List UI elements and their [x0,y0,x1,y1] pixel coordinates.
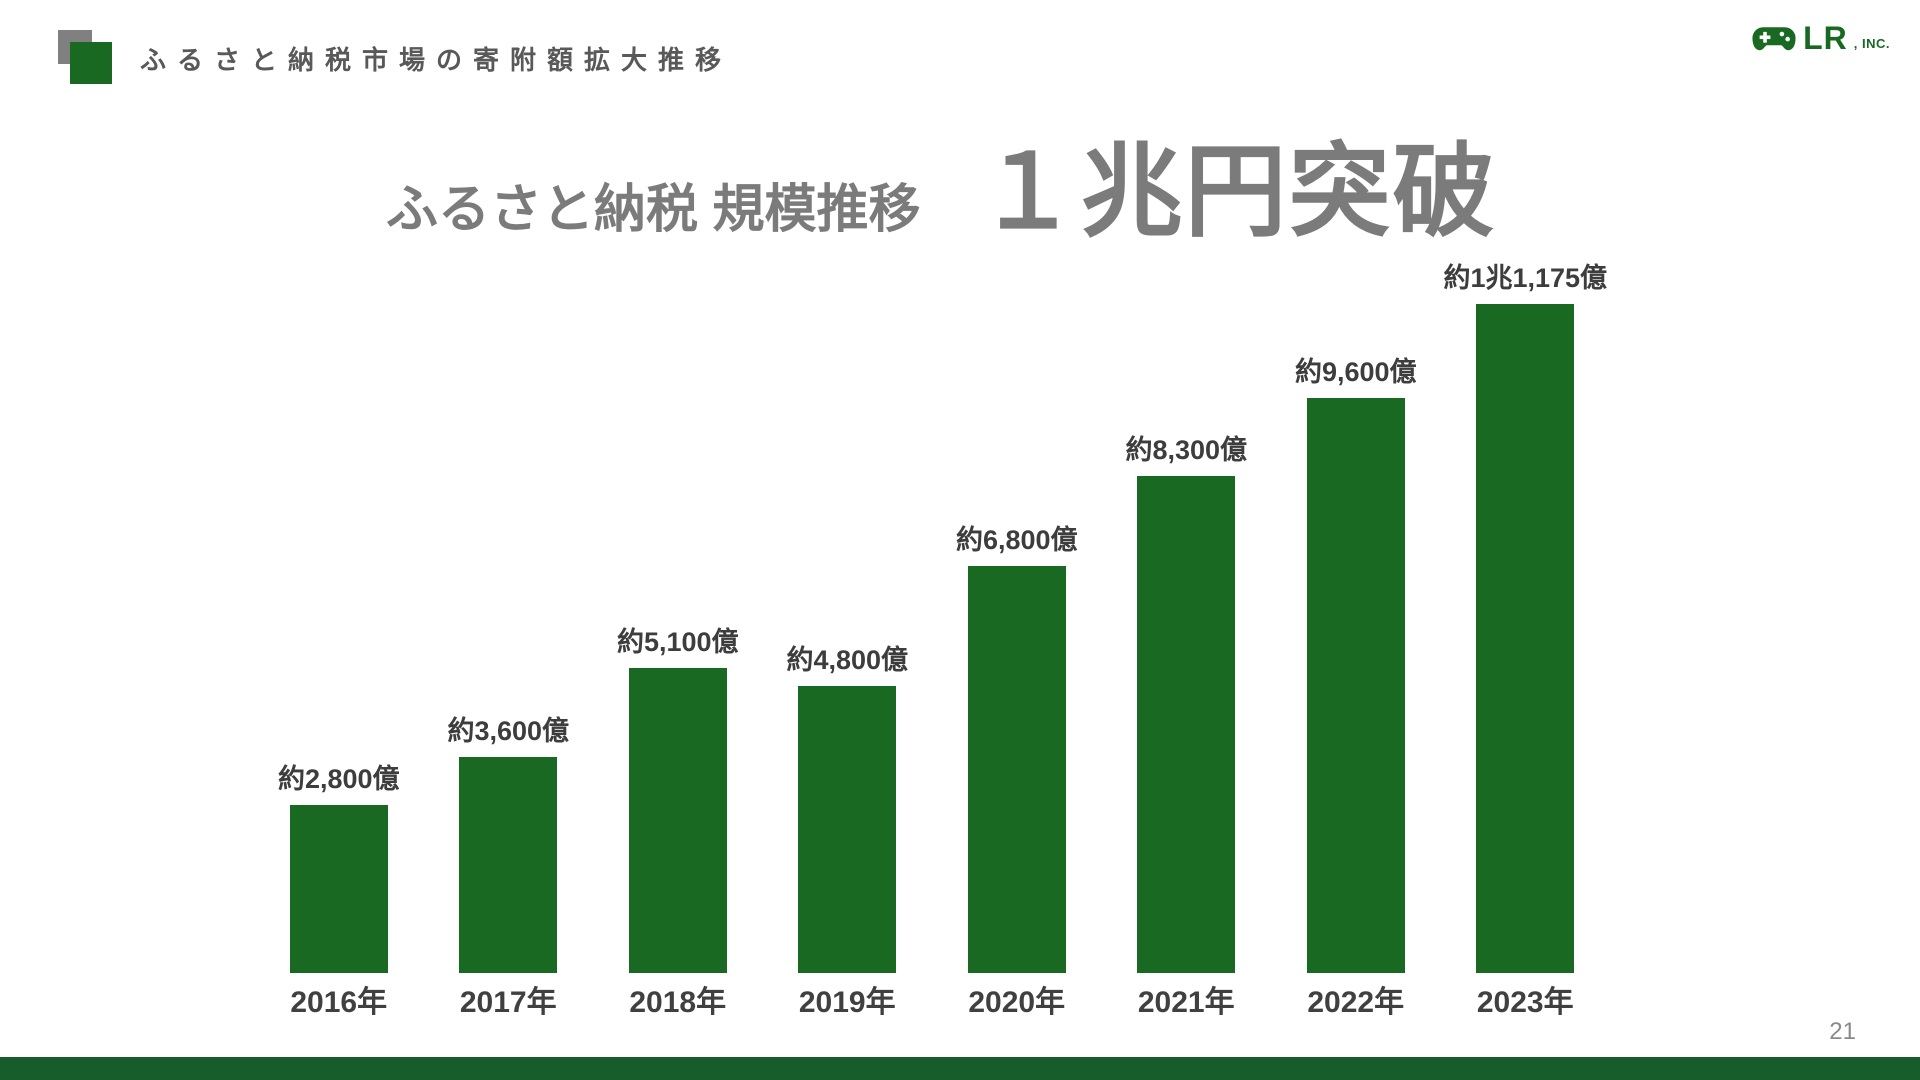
bar-year-label: 2021年 [1137,986,1235,1019]
bar [798,686,897,973]
header-square-icon [58,30,114,86]
slide-title-highlight: １兆円突破 [976,135,1497,249]
bar [1476,304,1575,973]
bar [459,757,558,973]
bar-year-label: 2020年 [968,986,1066,1019]
bar-year-label: 2017年 [459,986,557,1019]
bar-value-label: 約3,600億 [447,715,570,746]
logo-suffix-text: , INC. [1853,36,1890,51]
header-title: ふるさと納税市場の寄附額拡大推移 [140,44,733,75]
bar [628,668,727,973]
footer-accent-bar [0,1057,1920,1080]
bar-year-label: 2019年 [798,986,896,1019]
gamepad-icon [1751,23,1797,53]
bar-chart: 約2,800億 2016年 約3,600億 2017年 約5,100億 2018年 約4,8… [254,260,1610,1021]
bar [967,566,1066,973]
bar-year-label: 2023年 [1476,986,1574,1019]
bar-group: 約8,300億 2021年 [1102,260,1272,1021]
bar-year-label: 2018年 [629,986,727,1019]
bar-group: 約1兆1,175億 2023年 [1441,260,1611,1021]
bar-value-label: 約1兆1,175億 [1443,262,1608,293]
page-number: 21 [1829,1018,1856,1045]
bar [1306,398,1405,973]
bar-value-label: 約9,600億 [1294,356,1417,387]
bar-year-label: 2022年 [1307,986,1405,1019]
company-logo: LR , INC. [1751,22,1890,54]
bar-group: 約5,100億 2018年 [593,260,763,1021]
bar-year-label: 2016年 [290,986,388,1019]
slide-title-main: ふるさと納税 規模推移 [386,181,921,239]
slide-title: ふるさと納税 規模推移 １兆円突破 [386,110,1496,257]
bar-group: 約9,600億 2022年 [1271,260,1441,1021]
bar-group: 約4,800億 2019年 [763,260,933,1021]
bar-group: 約2,800億 2016年 [254,260,424,1021]
logo-company-text: LR [1803,20,1848,56]
bar [1137,476,1236,973]
bar-group: 約3,600億 2017年 [424,260,594,1021]
slide-header: ふるさと納税市場の寄附額拡大推移 [58,28,732,88]
bar-value-label: 約5,100億 [616,626,739,657]
bar-group: 約6,800億 2020年 [932,260,1102,1021]
bar-value-label: 約2,800億 [277,763,400,794]
bar-value-label: 約6,800億 [955,524,1078,555]
bar-value-label: 約8,300億 [1125,434,1248,465]
green-square-shape [70,42,112,84]
bar-value-label: 約4,800億 [786,644,909,675]
bar [289,805,388,973]
